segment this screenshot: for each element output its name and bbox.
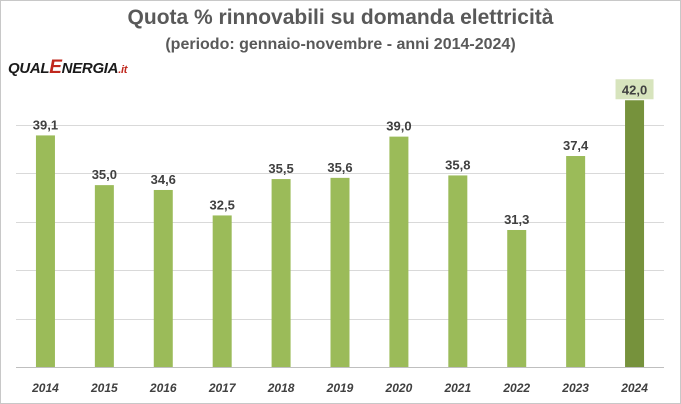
bar-2019 bbox=[330, 177, 350, 367]
data-label-2019: 35,6 bbox=[327, 160, 352, 175]
bar-2021 bbox=[448, 175, 468, 367]
data-label-2021: 35,8 bbox=[445, 157, 470, 172]
data-label-2014: 39,1 bbox=[33, 117, 58, 132]
bar-2015 bbox=[94, 185, 114, 367]
chart-subtitle: (periodo: gennaio-novembre - anni 2014-2… bbox=[165, 36, 516, 53]
bar-2020 bbox=[389, 136, 409, 367]
data-label-2016: 34,6 bbox=[151, 172, 176, 187]
data-label-highlight-box bbox=[615, 79, 654, 100]
x-tick-label-2024: 2024 bbox=[620, 381, 648, 395]
data-label-2022: 31,3 bbox=[504, 212, 529, 227]
data-label-2023: 37,4 bbox=[563, 138, 589, 153]
data-label-2020: 39,0 bbox=[386, 119, 411, 134]
x-tick-label-2023: 2023 bbox=[561, 381, 589, 395]
x-tick-label-2015: 2015 bbox=[90, 381, 118, 395]
bar-2024 bbox=[625, 100, 645, 367]
chart-title: Quota % rinnovabili su domanda elettrici… bbox=[127, 6, 554, 29]
data-label-2024: 42,0 bbox=[622, 82, 647, 97]
bar-2023 bbox=[566, 156, 586, 367]
x-tick-label-2017: 2017 bbox=[208, 381, 237, 395]
x-tick-label-2019: 2019 bbox=[326, 381, 354, 395]
x-tick-label-2020: 2020 bbox=[385, 381, 413, 395]
data-label-2015: 35,0 bbox=[92, 167, 117, 182]
qualenergia-logo: QUALENERGIA.it bbox=[8, 57, 128, 78]
bar-2014 bbox=[35, 135, 55, 367]
bar-2017 bbox=[212, 215, 232, 367]
bar-2022 bbox=[507, 229, 527, 367]
x-tick-label-2018: 2018 bbox=[267, 381, 295, 395]
x-tick-label-2016: 2016 bbox=[149, 381, 177, 395]
data-label-2017: 32,5 bbox=[210, 197, 235, 212]
bar-2016 bbox=[153, 189, 173, 367]
x-tick-label-2022: 2022 bbox=[502, 381, 530, 395]
x-tick-label-2014: 2014 bbox=[31, 381, 59, 395]
data-label-2018: 35,5 bbox=[268, 161, 293, 176]
bar-2018 bbox=[271, 179, 291, 367]
x-tick-label-2021: 2021 bbox=[443, 381, 471, 395]
